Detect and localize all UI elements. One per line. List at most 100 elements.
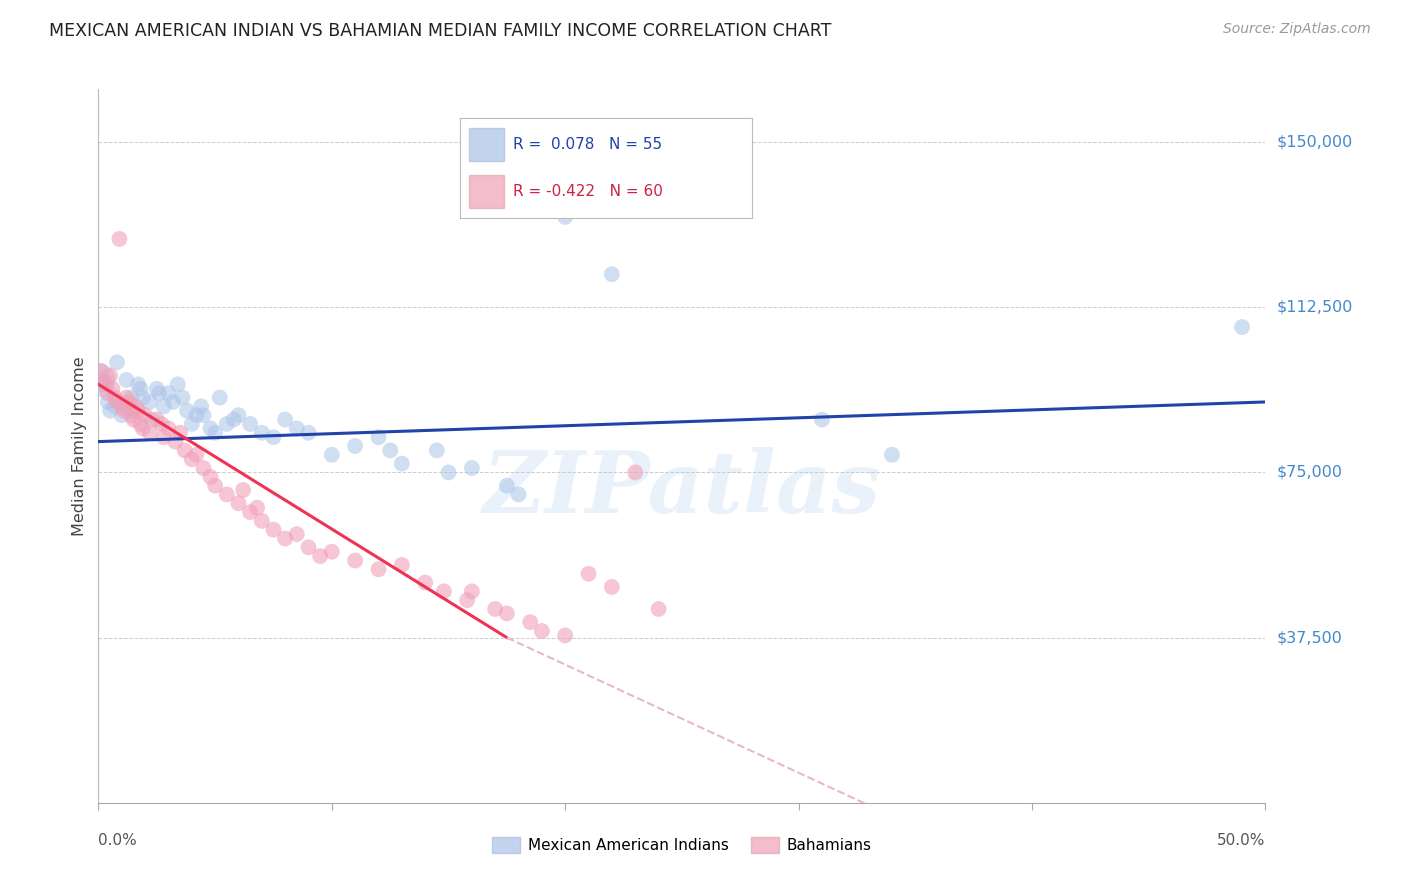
Point: [186, 408, 208, 422]
Point: [232, 483, 254, 497]
Point: [97, 395, 120, 409]
Point: [239, 417, 262, 431]
Point: [250, 425, 273, 440]
Point: [125, 400, 148, 414]
Point: [91, 373, 114, 387]
Point: [120, 408, 142, 422]
Text: 50.0%: 50.0%: [1218, 833, 1265, 848]
Point: [112, 403, 135, 417]
Point: [285, 421, 308, 435]
Point: [413, 575, 436, 590]
Point: [204, 425, 226, 440]
Point: [139, 425, 162, 440]
Point: [624, 466, 647, 480]
Point: [367, 430, 389, 444]
Point: [105, 395, 128, 409]
Point: [461, 584, 484, 599]
Point: [193, 461, 215, 475]
Point: [105, 355, 128, 369]
Point: [157, 386, 180, 401]
Point: [173, 443, 195, 458]
Point: [554, 210, 576, 224]
Text: Source: ZipAtlas.com: Source: ZipAtlas.com: [1223, 22, 1371, 37]
Point: [437, 466, 460, 480]
Point: [391, 457, 413, 471]
Point: [228, 496, 250, 510]
Point: [367, 562, 389, 576]
Point: [297, 425, 319, 440]
Point: [321, 448, 343, 462]
Point: [215, 417, 238, 431]
Point: [193, 408, 215, 422]
Point: [94, 377, 117, 392]
Point: [204, 478, 226, 492]
Point: [530, 624, 553, 638]
Point: [111, 400, 134, 414]
Point: [380, 443, 402, 458]
Point: [262, 523, 284, 537]
Point: [157, 421, 180, 435]
Point: [180, 452, 202, 467]
Point: [200, 421, 222, 435]
Point: [139, 395, 162, 409]
Point: [152, 430, 174, 444]
Point: [246, 500, 269, 515]
Point: [127, 403, 149, 417]
Point: [148, 386, 170, 401]
Point: [321, 545, 343, 559]
Point: [391, 558, 413, 572]
Point: [239, 505, 262, 519]
Legend: Mexican American Indians, Bahamians: Mexican American Indians, Bahamians: [486, 831, 877, 859]
Point: [647, 602, 669, 616]
Point: [461, 461, 484, 475]
Point: [146, 412, 169, 426]
Point: [132, 421, 155, 435]
Point: [508, 487, 530, 501]
Point: [1230, 320, 1253, 334]
Point: [118, 395, 141, 409]
Point: [120, 391, 142, 405]
Point: [433, 584, 456, 599]
Point: [208, 391, 231, 405]
Point: [115, 373, 138, 387]
Point: [152, 400, 174, 414]
Point: [141, 412, 163, 426]
Point: [162, 395, 184, 409]
Point: [172, 391, 194, 405]
Point: [578, 188, 600, 202]
Point: [344, 553, 367, 567]
Point: [115, 391, 138, 405]
Point: [200, 470, 222, 484]
Point: [496, 607, 519, 621]
Point: [108, 232, 131, 246]
Point: [146, 382, 169, 396]
Point: [426, 443, 449, 458]
Point: [176, 403, 198, 417]
Point: [285, 527, 308, 541]
Point: [150, 417, 173, 431]
Point: [880, 448, 903, 462]
Text: 0.0%: 0.0%: [98, 833, 138, 848]
Point: [169, 425, 191, 440]
Point: [811, 412, 834, 426]
Point: [101, 382, 124, 396]
Point: [127, 377, 149, 392]
Point: [186, 448, 208, 462]
Point: [122, 412, 145, 426]
Point: [274, 412, 297, 426]
Point: [250, 514, 273, 528]
Point: [190, 400, 212, 414]
Point: [600, 580, 623, 594]
Point: [90, 364, 112, 378]
Point: [134, 408, 156, 422]
Point: [132, 391, 155, 405]
Point: [578, 566, 600, 581]
Point: [262, 430, 284, 444]
Text: ZIPatlas: ZIPatlas: [482, 447, 882, 531]
Point: [309, 549, 332, 563]
Point: [98, 368, 121, 383]
Point: [222, 412, 245, 426]
Point: [344, 439, 367, 453]
Point: [166, 377, 188, 392]
Point: [215, 487, 238, 501]
